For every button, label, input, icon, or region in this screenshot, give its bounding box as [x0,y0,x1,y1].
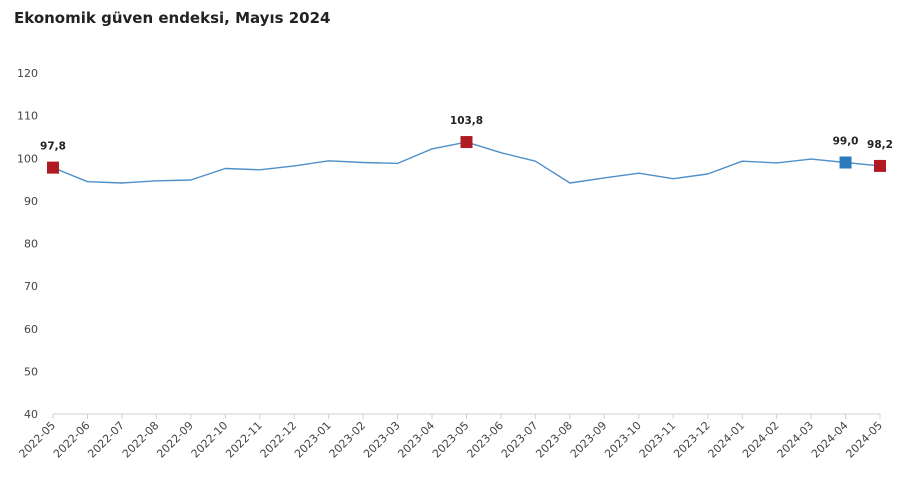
x-tick-label: 2022-09 [154,419,196,461]
x-tick-label: 2023-08 [533,419,575,461]
data-point-marker [47,161,59,174]
y-tick-label: 70 [24,280,38,293]
x-tick-label: 2023-10 [602,419,644,461]
x-tick-label: 2022-10 [189,419,231,461]
x-tick-label: 2023-04 [395,419,437,461]
data-label: 97,8 [40,141,66,153]
x-tick-label: 2023-01 [292,419,334,461]
y-tick-label: 100 [17,152,38,165]
x-tick-label: 2023-02 [327,419,369,461]
x-tick-label: 2022-12 [258,419,300,461]
y-tick-label: 90 [24,195,38,208]
x-tick-label: 2022-05 [16,419,58,461]
data-label: 98,2 [867,139,893,151]
x-tick-label: 2023-07 [499,419,541,461]
y-tick-label: 50 [24,365,38,378]
x-tick-label: 2024-01 [706,419,748,461]
y-tick-label: 110 [17,110,38,123]
series-line [52,141,881,184]
x-tick-label: 2023-05 [430,419,472,461]
data-point-marker [839,156,852,169]
x-tick-label: 2023-12 [671,419,713,461]
data-point-marker [460,136,473,149]
x-tick-label: 2023-06 [464,419,506,461]
data-label: 99,0 [833,136,859,148]
x-tick-label: 2023-09 [568,419,610,461]
x-tick-label: 2024-04 [809,419,851,461]
x-tick-label: 2022-11 [223,419,265,461]
y-tick-label: 120 [17,67,38,80]
x-tick-label: 2024-02 [740,419,782,461]
x-tick-label: 2022-07 [85,419,127,461]
x-tick-label: 2024-03 [775,419,817,461]
data-label: 103,8 [450,115,483,127]
x-tick-label: 2023-11 [637,419,679,461]
data-point-marker [874,159,886,172]
y-tick-label: 80 [24,238,38,251]
x-tick-label: 2022-08 [120,419,162,461]
y-tick-label: 60 [24,323,38,336]
x-tick-label: 2023-03 [361,419,403,461]
x-tick-label: 2024-05 [843,419,885,461]
x-tick-label: 2022-06 [51,419,93,461]
chart-title: Ekonomik güven endeksi, Mayıs 2024 [14,9,331,27]
y-tick-label: 40 [24,408,38,421]
